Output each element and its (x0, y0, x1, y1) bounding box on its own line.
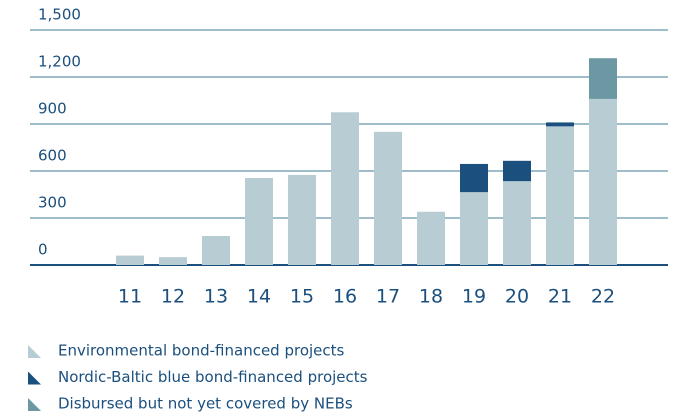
bar-segment (503, 181, 531, 265)
x-tick-label: 19 (462, 286, 486, 308)
bar-segment (546, 122, 574, 127)
y-tick-label: 0 (38, 241, 48, 259)
bar-segment (245, 178, 273, 265)
bar-segment (159, 257, 187, 265)
x-tick-label: 13 (204, 286, 228, 308)
x-tick-label: 16 (333, 286, 357, 308)
bar-segment (589, 58, 617, 99)
y-tick-label: 1,200 (38, 53, 81, 71)
y-tick-label: 900 (38, 100, 67, 118)
legend-icon (28, 398, 41, 411)
bar-segment (503, 160, 531, 182)
bar-segment (202, 236, 230, 265)
bar-segment (288, 174, 316, 265)
legend-icon (28, 345, 41, 358)
x-tick-label: 22 (591, 286, 615, 308)
bar-segment (546, 126, 574, 265)
legend-label: Disbursed but not yet covered by NEBs (58, 395, 353, 413)
y-tick-label: 600 (38, 147, 67, 165)
x-tick-label: 12 (161, 286, 185, 308)
x-tick-label: 17 (376, 286, 400, 308)
x-tick-label: 11 (118, 286, 142, 308)
x-tick-label: 18 (419, 286, 443, 308)
x-tick-label: 20 (505, 286, 529, 308)
y-tick-label: 1,500 (38, 6, 81, 24)
bar-segment (460, 192, 488, 265)
bar-segment (116, 255, 144, 265)
x-tick-label: 21 (548, 286, 572, 308)
legend-icon (28, 371, 41, 385)
x-tick-label: 15 (290, 286, 314, 308)
legend-label: Environmental bond-financed projects (58, 342, 345, 360)
y-tick-label: 300 (38, 194, 67, 212)
bar-segment (589, 98, 617, 265)
legend-label: Nordic-Baltic blue bond-financed project… (58, 368, 368, 386)
bar-segment (331, 112, 359, 265)
bar-segment (460, 163, 488, 193)
x-tick-label: 14 (247, 286, 271, 308)
bar-segment (417, 211, 445, 265)
bar-segment (374, 131, 402, 265)
